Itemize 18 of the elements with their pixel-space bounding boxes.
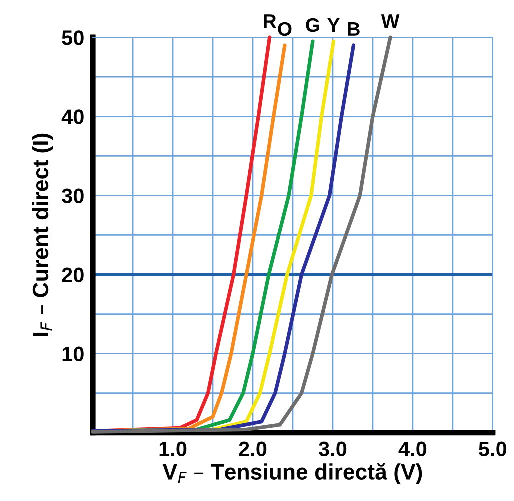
series-label: O [278, 22, 292, 36]
series-label: G [306, 18, 320, 32]
series-label: R [264, 14, 276, 28]
y-tick-label: 20 [62, 268, 84, 282]
y-axis-title: I$_{F}$ – Curent direct (I) [32, 134, 54, 336]
y-tick-label: 10 [62, 346, 84, 362]
series-label: B [348, 22, 360, 36]
x-axis-title: V$_{F}$ – Tensiune directă (V) [162, 463, 422, 484]
y-tick-label: 50 [62, 30, 84, 46]
x-tick-label: 5.0 [479, 442, 507, 456]
x-tick-label: 1.0 [160, 442, 187, 456]
y-tick-label: 30 [62, 188, 84, 204]
x-tick-label: 3.0 [318, 442, 347, 457]
x-tick-label: 4.0 [398, 442, 427, 456]
series-label: W [381, 14, 400, 28]
series-label: Y [328, 18, 340, 32]
y-tick-label: 40 [62, 110, 84, 124]
x-tick-label: 2.0 [239, 442, 267, 456]
